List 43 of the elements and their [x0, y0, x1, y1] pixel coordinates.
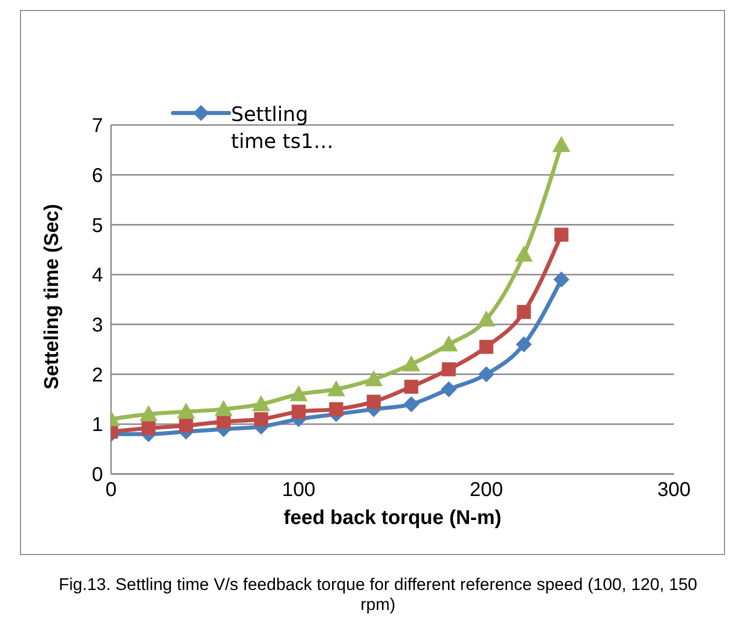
point: [440, 335, 458, 352]
point: [516, 304, 531, 319]
y-tick-label: 7: [92, 115, 103, 138]
point: [252, 395, 270, 412]
point: [403, 396, 420, 412]
x-tick-label: 100: [282, 479, 316, 502]
y-tick-label: 2: [92, 364, 103, 386]
point: [477, 310, 496, 326]
point: [142, 421, 156, 436]
point: [402, 355, 420, 372]
x-tick-label: 300: [657, 479, 691, 502]
point: [553, 272, 570, 288]
point: [179, 418, 194, 433]
point: [327, 380, 346, 396]
point: [479, 340, 494, 354]
legend-label: Settling time ts1…: [231, 101, 335, 155]
point: [214, 400, 233, 416]
point: [329, 402, 344, 416]
point: [366, 394, 381, 409]
y-tick-label: 1: [92, 414, 103, 436]
point: [290, 385, 308, 402]
y-tick-label: 3: [92, 314, 103, 337]
point: [514, 246, 533, 262]
point: [440, 381, 457, 398]
y-tick-label: 6: [92, 164, 103, 187]
point: [516, 336, 532, 352]
y-tick-label: 5: [92, 214, 103, 237]
x-axis-title: feed back torque (N-m): [284, 507, 502, 529]
point: [554, 228, 568, 242]
point: [292, 404, 306, 419]
point: [478, 366, 494, 382]
y-tick-label: 0: [92, 464, 103, 486]
point: [364, 370, 383, 386]
y-tick-label: 4: [92, 264, 103, 287]
caption: Fig.13. Settling time V/s feedback torque for different reference speed (100, 120, 150 rpm): [58, 575, 698, 615]
point: [140, 405, 158, 422]
point: [552, 136, 570, 152]
point: [177, 402, 196, 419]
y-axis-title: Setteling time (Sec): [41, 204, 64, 390]
point: [404, 380, 418, 394]
point: [254, 412, 268, 426]
point: [442, 362, 456, 376]
x-tick-label: 200: [470, 479, 504, 502]
